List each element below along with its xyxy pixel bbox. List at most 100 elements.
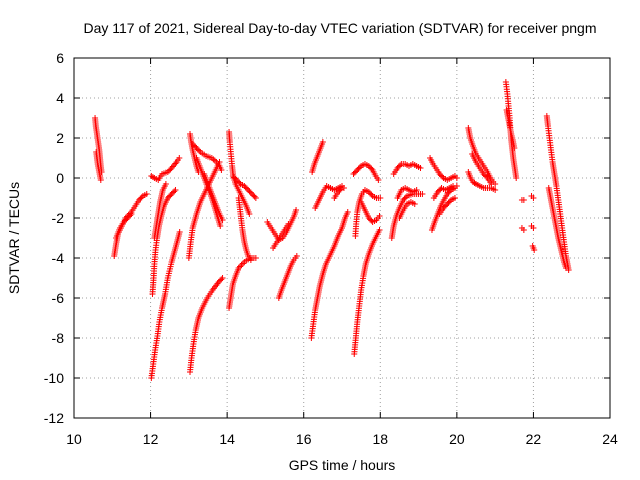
data-point (440, 205, 447, 211)
data-point (252, 255, 259, 261)
data-point (120, 219, 127, 225)
series-arc18 (235, 195, 254, 263)
data-point (365, 163, 372, 169)
series-arc05 (148, 229, 183, 381)
data-point (229, 173, 236, 179)
data-point (446, 198, 453, 205)
data-point (293, 253, 300, 259)
data-point (337, 186, 344, 193)
series-arc22 (308, 209, 351, 341)
data-point (122, 217, 129, 224)
x-tick-label: 12 (143, 431, 159, 447)
data-point (236, 179, 243, 186)
series-arc48 (543, 113, 572, 273)
x-tick-label: 24 (602, 431, 618, 447)
data-point (247, 189, 254, 196)
data-point (335, 189, 342, 195)
series-arc36 (430, 183, 457, 201)
data-point (353, 168, 360, 175)
series-arc30 (388, 191, 426, 241)
data-point (339, 185, 345, 191)
data-point (171, 188, 178, 195)
series-arc14 (185, 159, 223, 261)
data-point (394, 165, 401, 171)
data-point (445, 199, 452, 206)
y-tick-label: -10 (44, 370, 64, 386)
data-point (143, 191, 150, 197)
data-point (375, 177, 382, 183)
data-point (167, 192, 174, 199)
data-point (354, 167, 361, 173)
data-point (450, 183, 457, 189)
data-point (397, 162, 404, 169)
data-point (411, 201, 418, 207)
series-arc29 (358, 199, 383, 225)
data-point (245, 187, 252, 193)
data-point (123, 216, 130, 223)
series-arc37 (436, 195, 458, 217)
data-point (562, 265, 569, 271)
x-tick-label: 10 (66, 431, 82, 447)
data-point (377, 195, 384, 201)
data-point (232, 175, 239, 182)
data-point (194, 146, 201, 153)
data-point (417, 165, 424, 171)
series-arc13 (201, 171, 226, 223)
data-point (247, 257, 254, 263)
data-point (169, 189, 176, 196)
series-arc07 (148, 155, 183, 183)
data-point (164, 195, 171, 201)
y-tick-label: -8 (52, 330, 65, 346)
data-point (436, 171, 443, 177)
data-point (439, 173, 446, 180)
data-point (437, 172, 444, 179)
grid-lines (74, 58, 610, 418)
data-point (531, 247, 538, 253)
data-point (285, 221, 292, 227)
data-point (193, 145, 200, 151)
data-point (444, 201, 451, 207)
data-point (246, 188, 253, 195)
data-point (250, 192, 257, 199)
data-point (401, 195, 408, 202)
data-point (216, 159, 223, 165)
data-point (530, 225, 537, 231)
y-tick-label: 4 (56, 90, 64, 106)
y-tick-label: 2 (56, 130, 64, 146)
data-point (445, 189, 452, 196)
plot-frame (73, 57, 611, 419)
data-point (413, 187, 420, 193)
series-arc46 (528, 223, 537, 231)
series-arc33 (396, 199, 418, 221)
data-point (137, 195, 144, 202)
data-point (365, 189, 372, 195)
data-point (453, 175, 460, 181)
data-point (488, 181, 495, 187)
series-arc04 (113, 211, 135, 241)
data-point (434, 189, 441, 195)
series-arc49 (545, 185, 569, 271)
data-point (231, 174, 238, 181)
data-point (246, 211, 253, 217)
data-point (136, 197, 143, 203)
x-tick-label: 18 (372, 431, 388, 447)
data-point (395, 163, 402, 170)
data-point (480, 171, 487, 177)
data-point (215, 279, 222, 285)
series-arc42 (503, 107, 518, 151)
series-arc23 (309, 139, 326, 175)
series-arc25 (331, 185, 345, 201)
data-point (376, 227, 383, 233)
data-point (368, 191, 375, 198)
series-arc02 (93, 149, 104, 183)
y-tick-label: 6 (56, 50, 64, 66)
y-tick-label: -4 (52, 250, 65, 266)
y-tick-label: -12 (44, 410, 64, 426)
x-axis-label: GPS time / hours (289, 457, 396, 473)
series-arc39 (465, 169, 499, 193)
chart-title: Day 117 of 2021, Sidereal Day-to-day VTE… (83, 20, 596, 36)
data-point (319, 139, 326, 145)
data-point (192, 143, 199, 150)
data-point (451, 195, 458, 201)
